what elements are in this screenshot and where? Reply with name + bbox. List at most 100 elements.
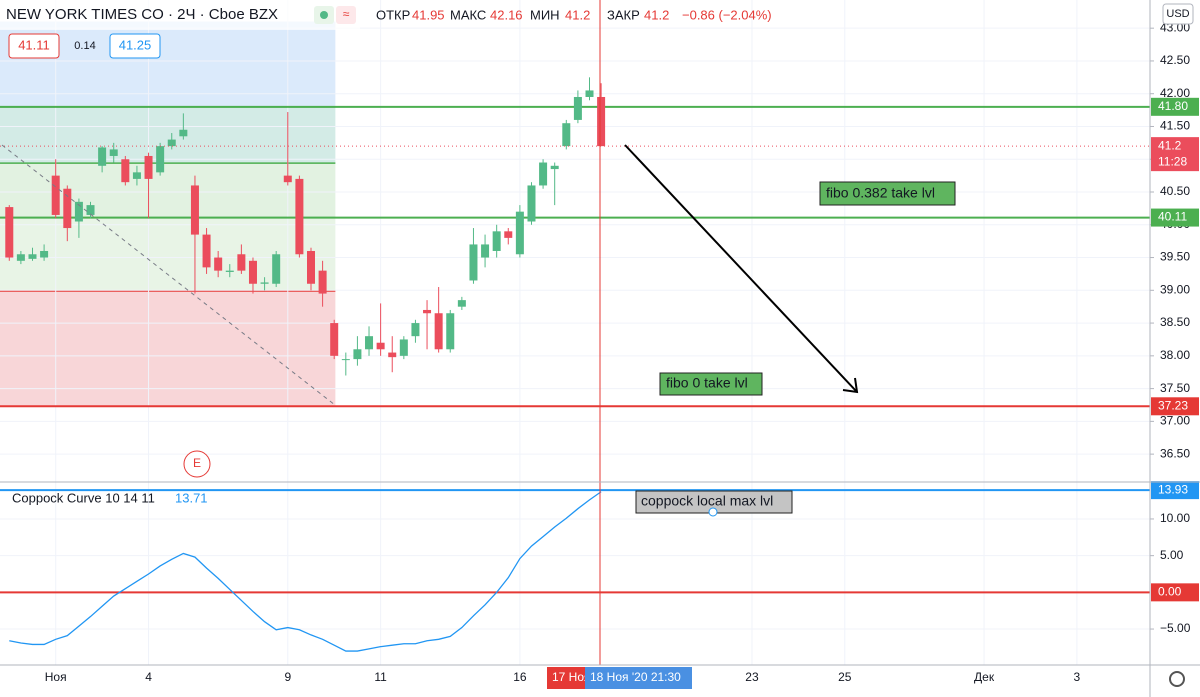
candle-body: [481, 244, 490, 258]
candle-body: [132, 172, 141, 179]
candle-body: [597, 96, 606, 147]
spread: 0.14: [74, 40, 95, 52]
anchor: [708, 507, 718, 517]
x-tick-label: 9: [284, 670, 291, 684]
candle-body: [399, 339, 408, 356]
candle-body: [539, 162, 548, 186]
arrow-line: [624, 144, 858, 393]
candle-body: [225, 270, 234, 272]
candle-body: [179, 129, 188, 137]
candle-body: [550, 165, 559, 170]
candle-body: [260, 282, 269, 284]
y-tick-label: 39.00: [1160, 282, 1190, 296]
indicator-line: [9, 491, 602, 652]
sell-button[interactable]: [8, 33, 60, 59]
candle-body: [272, 254, 281, 284]
candle-body: [190, 185, 199, 235]
settings-icon[interactable]: [1169, 671, 1185, 687]
annotation: fibo 0.382 take lvl: [826, 185, 935, 201]
candle-body: [341, 359, 350, 361]
annotation: fibo 0 take lvl: [666, 375, 748, 391]
y-tick-label: 40.50: [1160, 184, 1190, 198]
candle-body: [5, 207, 14, 258]
header-bg: [0, 0, 360, 30]
y-tick-label: 41.50: [1160, 119, 1190, 133]
last-price-label: 41.2: [1158, 138, 1182, 152]
change: −0.86 (−2.04%): [682, 7, 772, 22]
y-tick-label: 38.00: [1160, 348, 1190, 362]
candle-body: [214, 257, 223, 271]
currency-button[interactable]: [1162, 3, 1194, 25]
button[interactable]: [336, 6, 356, 24]
y-tick-label: 42.00: [1160, 86, 1190, 100]
candle-body: [376, 342, 385, 350]
candle-body: [144, 155, 153, 179]
candle-body: [63, 188, 72, 229]
candle-body: [388, 352, 397, 358]
candle-body: [295, 178, 304, 255]
level-label-box: [1151, 583, 1199, 602]
x-tick-label: 25: [838, 670, 852, 684]
y-tick-label: 10.00: [1160, 511, 1190, 525]
candle-body: [121, 159, 130, 183]
ohlc-label: ОТКР: [376, 7, 410, 22]
y-tick-label: 36.50: [1160, 446, 1190, 460]
candle-body: [156, 146, 165, 173]
candle-body: [446, 313, 455, 350]
candle-body: [330, 323, 339, 356]
level-label: 40.11: [1158, 210, 1187, 224]
countdown: 11:28: [1158, 154, 1187, 168]
candle-body: [306, 250, 315, 284]
candle-body: [562, 123, 571, 147]
annotation-box: [819, 181, 956, 206]
y-tick-label: 38.50: [1160, 315, 1190, 329]
candle-body: [527, 185, 536, 222]
trend-line: [1, 144, 336, 406]
indicator-value: 13.71: [175, 490, 208, 505]
candle-body: [40, 250, 49, 258]
candle-body: [202, 234, 211, 268]
symbol-title[interactable]: NEW YORK TIMES CO · 2Ч · Cboe BZX: [6, 6, 278, 23]
last-price-box: [1151, 137, 1199, 172]
earnings-marker[interactable]: [183, 450, 211, 478]
ohlc-label: МАКС: [450, 7, 486, 22]
x-tick-label: Ноя: [45, 670, 67, 684]
candle-body: [492, 231, 501, 251]
x-tick-label: 16: [513, 670, 527, 684]
x-tick-label: 11: [374, 670, 387, 684]
candle-body: [515, 211, 524, 255]
candle-body: [51, 175, 60, 215]
level-label-box: [1151, 97, 1199, 116]
candle-body: [237, 254, 246, 271]
y-tick-label: −5.00: [1160, 621, 1191, 635]
candle-body: [411, 323, 420, 337]
earnings-label: E: [193, 456, 201, 470]
x-tick-label: 3: [1074, 670, 1081, 684]
candle-body: [283, 175, 292, 183]
candle-body: [504, 231, 513, 238]
y-tick-label: 5.00: [1160, 548, 1184, 562]
candle-body: [28, 254, 37, 259]
x-tick-label: 4: [145, 670, 152, 684]
candle-body: [353, 349, 362, 360]
annotation: coppock local max lvl: [641, 493, 773, 509]
indicator-title[interactable]: Coppock Curve 10 14 11: [12, 490, 155, 505]
candle-body: [86, 205, 95, 215]
fib-zone: [0, 217, 336, 291]
annotation-box: [659, 372, 763, 396]
candle-body: [365, 336, 374, 350]
candle-body: [98, 147, 107, 166]
candle-body: [16, 254, 25, 261]
y-tick-label: 39.50: [1160, 250, 1190, 264]
level-label-box: [1151, 397, 1199, 416]
buy-button[interactable]: [109, 33, 161, 59]
level-label: 0.00: [1158, 585, 1182, 599]
candle-body: [74, 201, 83, 222]
ohlc-value: 42.16: [490, 7, 523, 22]
ohlc-value: 41.2: [644, 7, 669, 22]
status-icon: [320, 11, 328, 19]
candle-body: [469, 244, 478, 281]
fib-zone: [0, 163, 336, 218]
crosshair-time: 18 Ноя '20 21:30: [590, 670, 681, 684]
bid: 41.11: [18, 37, 50, 52]
